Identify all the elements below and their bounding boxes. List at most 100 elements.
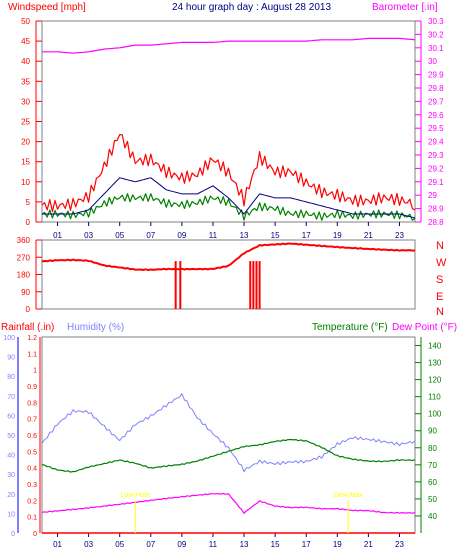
temperature-tick-label: 120 xyxy=(428,376,442,385)
x-tick-label: 09 xyxy=(177,540,186,549)
x-tick-label: 09 xyxy=(177,231,186,240)
rainfall-tick-label: 0.9 xyxy=(27,384,37,391)
x-tick-label: 03 xyxy=(84,540,93,549)
temperature-tick-label: 90 xyxy=(428,427,437,436)
rainfall-tick-label: 1.1 xyxy=(27,351,37,358)
barometer-line xyxy=(42,37,416,54)
x-tick-label: 23 xyxy=(395,540,404,549)
temperature-tick-label: 70 xyxy=(428,461,437,470)
barometer-tick-label: 30.2 xyxy=(428,30,444,39)
wind-axis-title: Windspeed [mph] xyxy=(8,2,86,13)
direction-line xyxy=(41,242,416,272)
compass-label-e: E xyxy=(436,291,443,303)
humidity-tick-label: 10 xyxy=(7,511,15,518)
rainfall-tick-label: 1.2 xyxy=(27,335,37,342)
x-tick-label: 05 xyxy=(115,231,124,240)
temperature-tick-label: 80 xyxy=(428,444,437,453)
wind-gust-line xyxy=(41,134,416,213)
barometer-tick-label: 28.9 xyxy=(428,205,444,214)
compass-label-n-top: N xyxy=(436,240,444,252)
rainfall-tick-label: 0.8 xyxy=(27,400,37,407)
wind-tick-label: 50 xyxy=(21,17,30,26)
climate-plot-area xyxy=(41,336,416,534)
humidity-tick-label: 30 xyxy=(7,472,15,479)
barometer-tick-label: 29.5 xyxy=(428,124,444,133)
compass-label-w: W xyxy=(436,257,447,269)
rainfall-tick-label: 0.2 xyxy=(27,498,37,505)
marker-label: Dew Max xyxy=(334,492,364,499)
x-tick-label: 15 xyxy=(271,231,280,240)
x-tick-label: 21 xyxy=(364,231,373,240)
barometer-tick-label: 30 xyxy=(428,57,437,66)
barometer-tick-label: 29 xyxy=(428,191,437,200)
rainfall-tick-label: 0 xyxy=(33,531,37,538)
temperature-tick-label: 60 xyxy=(428,478,437,487)
x-tick-label: 19 xyxy=(333,540,342,549)
x-tick-label: 07 xyxy=(146,540,155,549)
x-tick-label: 13 xyxy=(240,231,249,240)
x-tick-label: 07 xyxy=(146,231,155,240)
humidity-tick-label: 40 xyxy=(7,453,15,460)
barometer-tick-label: 29.8 xyxy=(428,84,444,93)
x-tick-label: 21 xyxy=(364,540,373,549)
wind-tick-label: 10 xyxy=(21,178,30,187)
barometer-tick-label: 29.1 xyxy=(428,178,444,187)
x-tick-label: 23 xyxy=(395,231,404,240)
compass-label-n-bottom: N xyxy=(436,306,444,318)
wind-tick-label: 30 xyxy=(21,97,30,106)
x-tick-label: 17 xyxy=(302,540,311,549)
wind-tick-label: 0 xyxy=(26,218,31,227)
temperature-tick-label: 100 xyxy=(428,410,442,419)
x-tick-label: 13 xyxy=(240,540,249,549)
compass-label-s: S xyxy=(436,274,443,286)
barometer-tick-label: 29.4 xyxy=(428,138,444,147)
rainfall-tick-label: 0.7 xyxy=(27,417,37,424)
humidity-tick-label: 60 xyxy=(7,413,15,420)
barometer-axis-title: Barometer [.in] xyxy=(372,2,438,13)
x-tick-label: 11 xyxy=(209,540,218,549)
barometer-tick-label: 30.3 xyxy=(428,17,444,26)
wind-tick-label: 15 xyxy=(21,158,30,167)
x-tick-label: 05 xyxy=(115,540,124,549)
direction-tick-label: 270 xyxy=(17,253,31,262)
humidity-tick-label: 90 xyxy=(7,355,15,362)
humidity-tick-label: 20 xyxy=(7,492,15,499)
direction-tick-label: 360 xyxy=(17,236,31,245)
humidity-line xyxy=(41,393,416,473)
direction-tick-label: 180 xyxy=(17,271,31,280)
humidity-tick-label: 70 xyxy=(7,394,15,401)
barometer-tick-label: 29.6 xyxy=(428,111,444,120)
wind-tick-label: 5 xyxy=(26,198,31,207)
direction-plot-area xyxy=(41,239,416,310)
rainfall-axis-title: Rainfall (.in) xyxy=(1,322,54,333)
x-tick-label: 03 xyxy=(84,231,93,240)
rainfall-tick-label: 0.6 xyxy=(27,433,37,440)
humidity-axis-title: Humidity (%) xyxy=(67,322,124,333)
barometer-tick-label: 29.9 xyxy=(428,71,444,80)
direction-tick-label: 90 xyxy=(21,288,30,297)
wind-tick-label: 25 xyxy=(21,118,30,127)
temperature-tick-label: 140 xyxy=(428,342,442,351)
direction-tick-label: 0 xyxy=(26,305,31,314)
humidity-tick-label: 100 xyxy=(3,335,15,342)
x-tick-label: 01 xyxy=(53,231,62,240)
x-tick-label: 11 xyxy=(209,231,218,240)
temperature-line xyxy=(41,438,416,473)
wind-tick-label: 40 xyxy=(21,57,30,66)
humidity-tick-label: 50 xyxy=(7,433,15,440)
humidity-tick-label: 0 xyxy=(11,531,15,538)
barometer-tick-label: 29.7 xyxy=(428,97,444,106)
temperature-tick-label: 110 xyxy=(428,393,441,402)
rainfall-tick-label: 0.3 xyxy=(27,482,37,489)
rainfall-tick-label: 0.4 xyxy=(27,466,37,473)
humidity-tick-label: 80 xyxy=(7,374,15,381)
x-tick-label: 01 xyxy=(53,540,62,549)
graph-title: 24 hour graph day : August 28 2013 xyxy=(172,2,331,13)
rainfall-tick-label: 0.1 xyxy=(27,515,37,522)
wind-low-line xyxy=(41,193,416,221)
dewpoint-line xyxy=(41,492,416,514)
marker-label: Low Hum xyxy=(120,492,150,499)
rainfall-tick-label: 0.5 xyxy=(27,449,37,456)
wind-tick-label: 20 xyxy=(21,138,30,147)
